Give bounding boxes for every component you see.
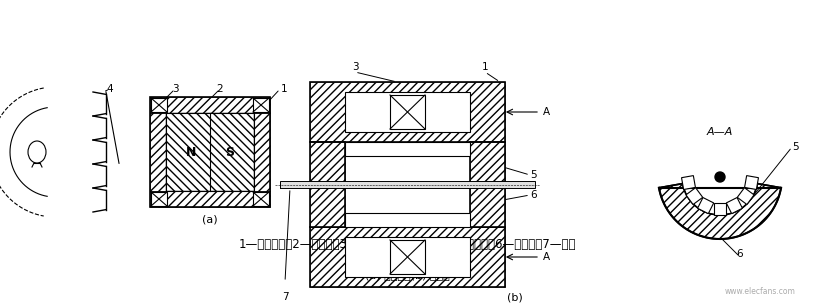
Bar xyxy=(470,142,505,227)
Polygon shape xyxy=(745,176,759,189)
Wedge shape xyxy=(659,184,781,239)
Text: 5: 5 xyxy=(530,170,536,180)
Text: 6: 6 xyxy=(737,249,743,259)
Text: 7: 7 xyxy=(282,292,289,302)
Bar xyxy=(310,82,505,142)
Text: A—A: A—A xyxy=(707,127,734,137)
Circle shape xyxy=(715,172,725,182)
Bar xyxy=(253,192,269,206)
Bar xyxy=(310,227,505,287)
Polygon shape xyxy=(681,176,695,189)
Text: (b): (b) xyxy=(507,292,522,302)
Polygon shape xyxy=(726,197,742,214)
Bar xyxy=(166,113,254,191)
Text: (a) 开磁路；(b) 闭磁路: (a) 开磁路；(b) 闭磁路 xyxy=(364,270,449,280)
Text: A: A xyxy=(543,252,550,262)
Bar xyxy=(151,98,167,112)
Text: 2: 2 xyxy=(217,84,223,94)
Text: (a): (a) xyxy=(202,214,218,224)
Bar xyxy=(310,82,505,142)
Bar xyxy=(151,192,167,206)
Text: www.elecfans.com: www.elecfans.com xyxy=(725,287,795,297)
Bar xyxy=(150,191,270,207)
Text: 5: 5 xyxy=(792,142,799,152)
Bar xyxy=(345,142,470,156)
Bar xyxy=(345,92,470,132)
Text: 1: 1 xyxy=(280,84,288,94)
Bar xyxy=(253,98,269,112)
Bar xyxy=(254,113,270,191)
Bar xyxy=(345,237,470,277)
Text: 1—永久磁铁；2—软磁铁；3—感应线圈；4—测量齿轮；5—内齿轮；6—外齿轮；7—转轴: 1—永久磁铁；2—软磁铁；3—感应线圈；4—测量齿轮；5—内齿轮；6—外齿轮；7… xyxy=(238,239,575,251)
Text: 图 7－1  变磁通式磁电传感器结构图: 图 7－1 变磁通式磁电传感器结构图 xyxy=(345,255,469,267)
Bar xyxy=(390,95,425,129)
Bar xyxy=(150,113,166,191)
Bar xyxy=(150,97,270,207)
Text: 6: 6 xyxy=(530,190,536,200)
Bar xyxy=(310,227,505,287)
Bar xyxy=(310,142,345,227)
Polygon shape xyxy=(738,188,754,204)
Text: S: S xyxy=(225,146,234,158)
Bar xyxy=(150,97,270,113)
Bar xyxy=(280,181,535,188)
Bar xyxy=(166,113,254,191)
Text: 3: 3 xyxy=(352,62,359,72)
Polygon shape xyxy=(714,203,726,215)
Ellipse shape xyxy=(28,141,46,163)
Bar xyxy=(390,240,425,274)
Text: A: A xyxy=(543,107,550,117)
Bar xyxy=(470,142,505,227)
Polygon shape xyxy=(698,197,714,214)
Text: N: N xyxy=(186,146,196,158)
Bar xyxy=(310,142,345,227)
Text: 3: 3 xyxy=(172,84,178,94)
Text: 1: 1 xyxy=(482,62,488,72)
Bar xyxy=(345,213,470,227)
Polygon shape xyxy=(686,188,703,204)
Text: 4: 4 xyxy=(107,84,113,94)
